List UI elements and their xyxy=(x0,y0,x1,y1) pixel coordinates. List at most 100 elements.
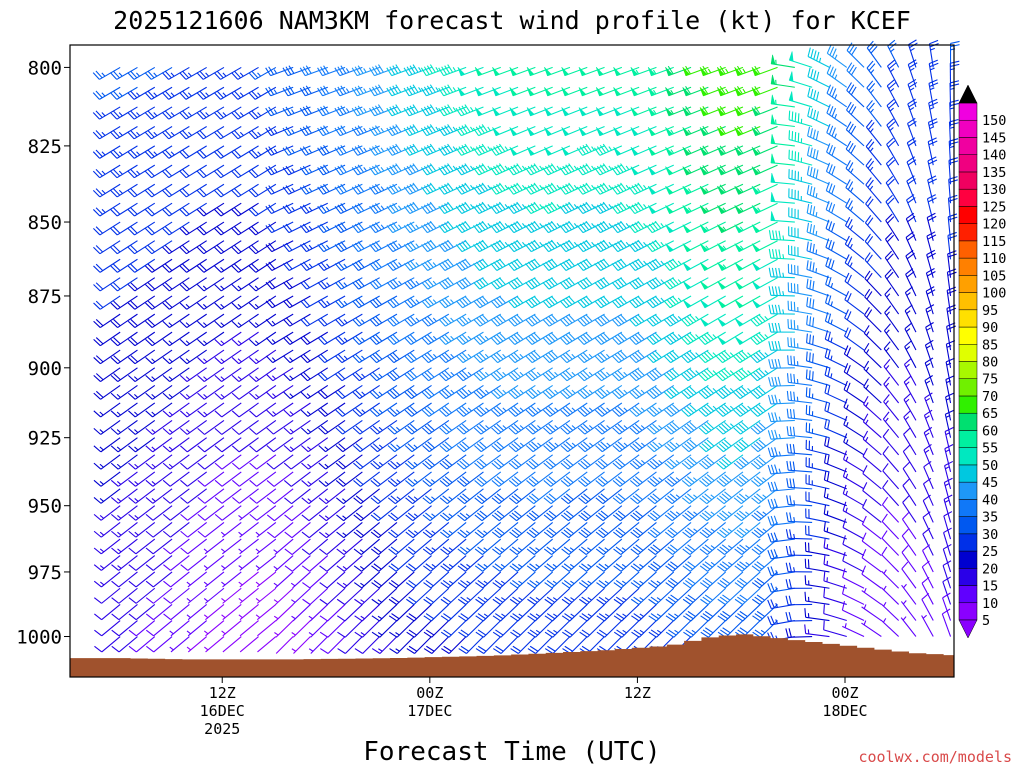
y-tick-label: 800 xyxy=(28,57,62,79)
wind-barb xyxy=(751,368,778,381)
wind-barb xyxy=(491,350,518,363)
wind-barb xyxy=(274,572,293,588)
wind-barb xyxy=(128,184,155,197)
wind-barb xyxy=(824,471,846,489)
wind-barb xyxy=(903,479,916,506)
wind-barb xyxy=(902,584,916,604)
wind-barb xyxy=(145,126,172,138)
colorbar-label: 115 xyxy=(982,234,1006,250)
wind-barb xyxy=(923,495,933,522)
wind-barb xyxy=(827,85,847,107)
chart-title: 2025121606 NAM3KM forecast wind profile … xyxy=(113,6,911,35)
wind-barb xyxy=(128,241,155,254)
wind-barb xyxy=(111,165,138,178)
colorbar-bin xyxy=(959,327,977,344)
wind-barb xyxy=(647,332,674,344)
terrain-fill xyxy=(70,634,954,677)
wind-barb xyxy=(902,512,916,539)
wind-barb xyxy=(807,146,829,165)
wind-barb xyxy=(826,276,847,296)
wind-barb xyxy=(318,368,345,381)
wind-barb xyxy=(944,512,952,539)
wind-barb xyxy=(901,600,916,620)
wind-barb xyxy=(232,222,259,235)
wind-barb xyxy=(128,203,155,216)
wind-barb xyxy=(405,332,432,344)
wind-barb xyxy=(204,604,224,619)
colorbar-bin xyxy=(959,241,977,258)
wind-barb xyxy=(595,385,622,398)
wind-barb xyxy=(353,332,380,344)
wind-barb xyxy=(751,420,777,434)
wind-barb xyxy=(904,358,915,385)
wind-barb xyxy=(699,368,726,381)
wind-barb xyxy=(474,368,501,381)
wind-barb xyxy=(787,495,812,505)
wind-barb xyxy=(843,468,864,489)
wind-barb xyxy=(682,368,709,381)
wind-barb xyxy=(370,332,397,344)
wind-barb xyxy=(187,588,207,603)
wind-barb xyxy=(827,124,847,146)
wind-barb xyxy=(789,207,812,222)
wind-barb xyxy=(93,126,120,138)
wind-barb xyxy=(788,264,812,278)
wind-barb xyxy=(232,259,259,272)
wind-barb xyxy=(163,184,190,197)
wind-barb xyxy=(274,539,294,555)
colorbar-label: 20 xyxy=(982,561,998,577)
wind-barb xyxy=(93,222,120,235)
wind-barb xyxy=(457,350,484,363)
wind-barb xyxy=(284,368,311,381)
wind-barb xyxy=(249,146,276,158)
wind-barb xyxy=(187,572,207,587)
wind-barb xyxy=(257,621,275,636)
wind-barb xyxy=(699,385,726,398)
y-tick-label: 925 xyxy=(28,428,62,450)
wind-barb xyxy=(128,222,155,235)
wind-barb xyxy=(439,332,466,344)
wind-barb xyxy=(647,385,674,398)
wind-barb xyxy=(145,184,172,197)
wind-barb xyxy=(223,637,241,652)
y-tick-label: 875 xyxy=(28,286,62,308)
colorbar-label: 140 xyxy=(982,148,1006,164)
wind-barb xyxy=(843,502,864,523)
x-tick-label: 17DEC xyxy=(407,702,452,720)
wind-barb xyxy=(825,419,847,438)
colorbar-max-arrow xyxy=(959,85,977,103)
wind-barb xyxy=(807,185,829,203)
wind-barb xyxy=(170,637,190,652)
wind-barb xyxy=(846,122,864,146)
wind-barb xyxy=(239,522,259,537)
wind-barb xyxy=(222,621,242,636)
colorbar-bin xyxy=(959,534,977,551)
wind-barb xyxy=(266,385,293,398)
wind-barb xyxy=(204,588,224,603)
wind-barb xyxy=(789,188,812,203)
wind-barb xyxy=(560,350,587,363)
wind-barb xyxy=(266,350,293,363)
wind-barb xyxy=(249,126,276,138)
colorbar-label: 85 xyxy=(982,337,998,353)
colorbar-label: 55 xyxy=(982,441,998,457)
wind-barb xyxy=(198,522,224,537)
wind-barb xyxy=(825,312,846,332)
wind-barb xyxy=(128,126,155,138)
wind-barb xyxy=(861,621,881,637)
colorbar-label: 40 xyxy=(982,492,998,508)
wind-barb xyxy=(274,604,293,621)
colorbar-label: 100 xyxy=(982,286,1006,302)
x-tick-label: 2025 xyxy=(204,720,240,738)
wind-barb xyxy=(950,61,959,87)
wind-barb xyxy=(181,556,207,571)
wind-barb xyxy=(787,512,813,522)
wind-barb xyxy=(405,350,432,363)
wind-barb xyxy=(630,350,657,363)
wind-barb xyxy=(370,385,397,398)
wind-barb xyxy=(543,332,570,344)
colorbar-label: 80 xyxy=(982,355,998,371)
